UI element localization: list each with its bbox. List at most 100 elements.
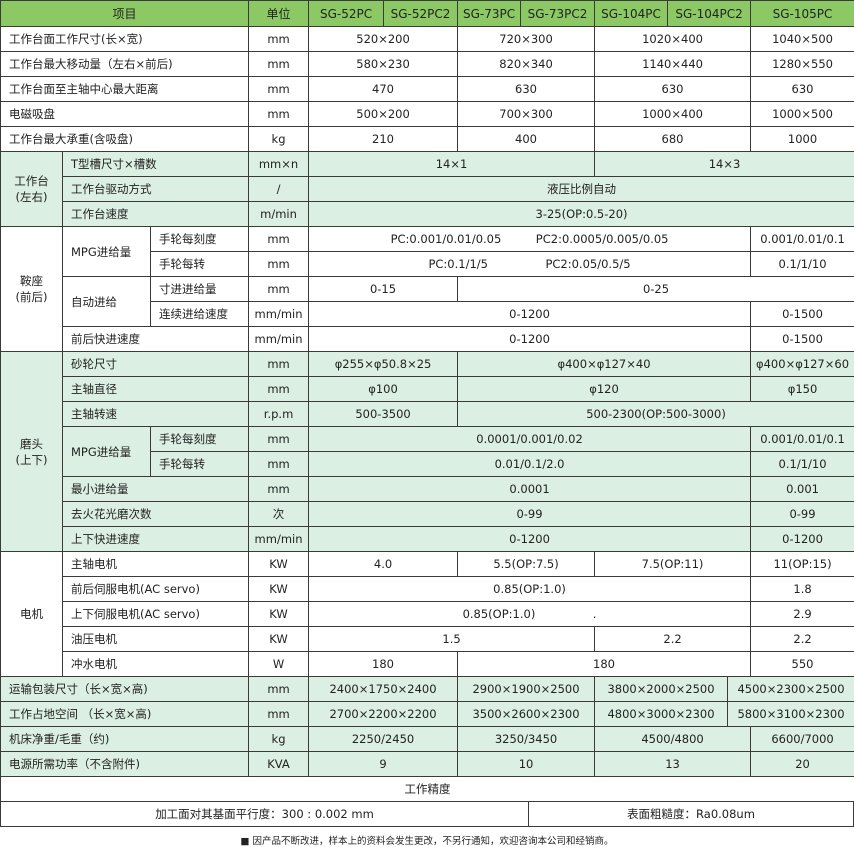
row-unit: mm <box>249 77 309 102</box>
row-unit: mm <box>249 427 309 452</box>
cell: 210 <box>309 127 458 152</box>
cell: 500-3500 <box>309 402 458 427</box>
cell: 4500/4800 <box>595 727 751 752</box>
table-row: 鞍座(前后) MPG进给量 手轮每刻度 mm PC:0.001/0.01/0.0… <box>1 227 854 252</box>
cell: 700×300 <box>458 102 595 127</box>
row-unit: W <box>249 652 309 677</box>
row-unit: mm <box>249 377 309 402</box>
cell: 630 <box>751 77 854 102</box>
header-model: SG-73PC <box>458 1 521 27</box>
row-label: 前后快进速度 <box>63 327 249 352</box>
row-unit: mm/min <box>249 527 309 552</box>
sub-group-label: MPG进给量 <box>63 227 151 277</box>
row-label: 手轮每刻度 <box>151 427 249 452</box>
cell: 1020×400 <box>595 27 751 52</box>
row-unit: KW <box>249 577 309 602</box>
cell: 0.85(OP:1.0) <box>309 577 751 602</box>
row-label: 上下伺服电机(AC servo) <box>63 602 249 627</box>
table-row: MPG进给量 手轮每刻度 mm 0.0001/0.001/0.02 0.001/… <box>1 427 854 452</box>
row-label: 去火花光磨次数 <box>63 502 249 527</box>
cell: 2400×1750×2400 <box>309 677 458 702</box>
cell: 4.0 <box>309 552 458 577</box>
spec-table: 项目 单位 SG-52PC SG-52PC2 SG-73PC SG-73PC2 … <box>0 0 854 802</box>
cell: 0.001/0.01/0.1 <box>751 227 854 252</box>
cell: 550 <box>751 652 854 677</box>
cell: φ255×φ50.8×25 <box>309 352 458 377</box>
cell: 0-1200 <box>309 527 751 552</box>
row-label: 上下快进速度 <box>63 527 249 552</box>
precision-title-row: 工作精度 <box>1 777 854 802</box>
cell: 5.5(OP:7.5) <box>458 552 595 577</box>
row-label: T型槽尺寸×槽数 <box>63 152 249 177</box>
table-row: 前后伺服电机(AC servo) KW 0.85(OP:1.0) 1.8 <box>1 577 854 602</box>
cell: 580×230 <box>309 52 458 77</box>
cell: 2250/2450 <box>309 727 458 752</box>
group-motor: 电机 <box>1 552 63 677</box>
cell: 500×200 <box>309 102 458 127</box>
row-label: 主轴电机 <box>63 552 249 577</box>
cell: 7.5(OP:11) <box>595 552 751 577</box>
row-label: 砂轮尺寸 <box>63 352 249 377</box>
header-model: SG-52PC2 <box>384 1 458 27</box>
cell: PC:0.001/0.01/0.05 PC2:0.0005/0.005/0.05 <box>309 227 751 252</box>
table-row: 主轴直径 mm φ100 φ120 φ150 <box>1 377 854 402</box>
cell: 1.5 <box>309 627 595 652</box>
cell: 1040×500 <box>751 27 854 52</box>
cell: 0-25 <box>458 277 854 302</box>
row-label: 机床净重/毛重（约) <box>1 727 249 752</box>
cell: 630 <box>595 77 751 102</box>
cell: 6600/7000 <box>751 727 854 752</box>
cell: 520×200 <box>309 27 458 52</box>
cell: 0.0001 <box>309 477 751 502</box>
cell: 4800×3000×2300 <box>595 702 728 727</box>
row-label: 电磁吸盘 <box>1 102 249 127</box>
cell: 3500×2600×2300 <box>458 702 595 727</box>
sub-group-label: MPG进给量 <box>63 427 151 477</box>
row-unit: mm <box>249 27 309 52</box>
cell: 0.1/1/10 <box>751 252 854 277</box>
cell: 14×1 <box>309 152 595 177</box>
cell: φ150 <box>751 377 854 402</box>
cell: 2900×1900×2500 <box>458 677 595 702</box>
table-row: 冲水电机 W 180 180 550 <box>1 652 854 677</box>
cell: 0.0001/0.001/0.02 <box>309 427 751 452</box>
cell: 4500×2300×2500 <box>728 677 854 702</box>
row-unit: mm/min <box>249 327 309 352</box>
cell: 1.8 <box>751 577 854 602</box>
table-row: 电机 主轴电机 KW 4.0 5.5(OP:7.5) 7.5(OP:11) 11… <box>1 552 854 577</box>
cell: PC:0.1/1/5 PC2:0.05/0.5/5 <box>309 252 751 277</box>
cell: φ400×φ127×60 <box>751 352 854 377</box>
cell: 11(OP:15) <box>751 552 854 577</box>
row-label: 主轴直径 <box>63 377 249 402</box>
cell: 0-1200 <box>309 327 751 352</box>
row-label: 手轮每转 <box>151 252 249 277</box>
cell: 1000 <box>751 127 854 152</box>
row-unit: mm <box>249 277 309 302</box>
cell: 470 <box>309 77 458 102</box>
header-model: SG-105PC <box>751 1 854 27</box>
cell: 3-25(OP:0.5-20) <box>309 202 854 227</box>
row-label: 手轮每转 <box>151 452 249 477</box>
row-unit: mm <box>249 477 309 502</box>
row-label: 主轴转速 <box>63 402 249 427</box>
row-unit: mm <box>249 677 309 702</box>
row-unit: mm×n <box>249 152 309 177</box>
cell: 500-2300(OP:500-3000) <box>458 402 854 427</box>
cell: 0-1500 <box>751 327 854 352</box>
cell: 2.2 <box>595 627 751 652</box>
header-model: SG-52PC <box>309 1 384 27</box>
cell: 9 <box>309 752 458 777</box>
cell: 1000×400 <box>595 102 751 127</box>
header-unit: 单位 <box>249 1 309 27</box>
row-label: 油压电机 <box>63 627 249 652</box>
header-row: 项目 单位 SG-52PC SG-52PC2 SG-73PC SG-73PC2 … <box>1 1 854 27</box>
row-label: 手轮每刻度 <box>151 227 249 252</box>
cell: 0-1500 <box>751 302 854 327</box>
cell: 13 <box>595 752 751 777</box>
row-unit: KW <box>249 627 309 652</box>
row-label: 最小进给量 <box>63 477 249 502</box>
precision-title: 工作精度 <box>1 777 854 802</box>
